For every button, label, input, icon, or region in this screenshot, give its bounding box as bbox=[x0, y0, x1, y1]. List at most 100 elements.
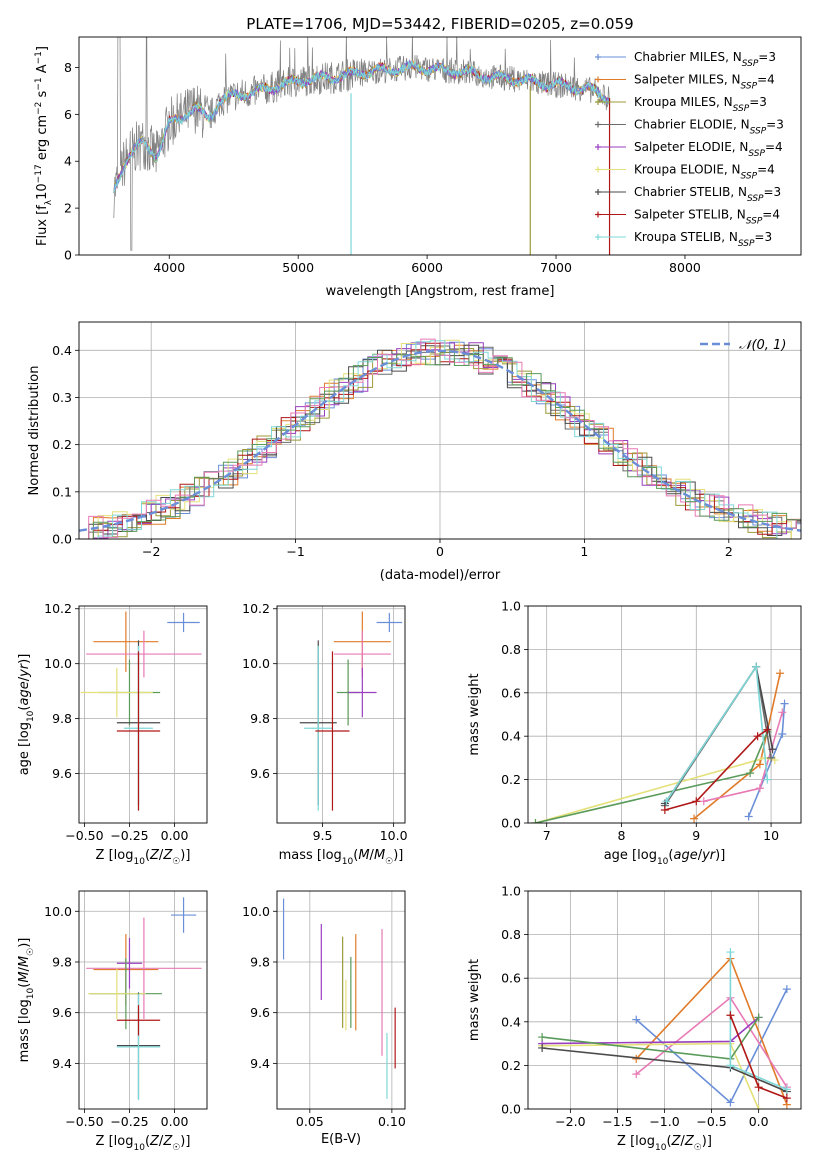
model-spectrum-line-cyan bbox=[113, 59, 611, 194]
mass-weight-line-purple bbox=[542, 1016, 760, 1045]
legend-label: Kroupa ELODIE, NSSP=4 bbox=[634, 163, 775, 182]
age-vs-metallicity-panel: −0.50 −0.25 0.00 9.6 9.8 10.0 10.2 Z [log10(Z/Z… bbox=[17, 601, 208, 867]
y-tick-label: 0.8 bbox=[501, 927, 521, 942]
data-marker bbox=[754, 1013, 763, 1022]
x-tick-label: −0.50 bbox=[65, 828, 103, 843]
data-marker bbox=[538, 1043, 547, 1052]
data-marker bbox=[753, 732, 762, 741]
data-marker bbox=[595, 54, 601, 60]
plot-area bbox=[86, 897, 202, 1101]
data-marker bbox=[778, 708, 787, 717]
data-marker bbox=[763, 775, 772, 784]
x-axis-label: age [log10(age/yr)] bbox=[604, 848, 726, 867]
plot-area bbox=[299, 611, 403, 811]
legend-label: Chabrier STELIB, NSSP=3 bbox=[634, 185, 781, 204]
data-marker bbox=[744, 812, 753, 821]
data-marker bbox=[754, 1083, 763, 1092]
data-marker bbox=[782, 985, 791, 994]
y-tick-label: 0.2 bbox=[501, 1058, 521, 1073]
data-marker bbox=[752, 662, 761, 671]
mass-weight-line-dark bbox=[664, 664, 774, 804]
mass-weight-line-red bbox=[664, 729, 768, 811]
x-tick-label: 9 bbox=[692, 828, 700, 843]
legend-label: Chabrier MILES, NSSP=3 bbox=[634, 50, 776, 69]
y-tick-label: 0.6 bbox=[501, 971, 521, 986]
x-axis-label: (data-model)/error bbox=[380, 568, 501, 583]
legend-label-normal: 𝒩(0, 1) bbox=[739, 338, 786, 353]
data-marker bbox=[595, 121, 601, 128]
mass-vs-ebv-panel: 0.05 0.10 9.4 9.6 9.8 10.0 E(B-V) bbox=[242, 890, 406, 1147]
y-tick-label: 9.6 bbox=[250, 766, 270, 781]
plot-area bbox=[282, 898, 396, 1099]
y-tick-label: 9.8 bbox=[52, 954, 72, 969]
y-axis-label: Normed distribution bbox=[27, 366, 42, 496]
x-tick-label: 0.05 bbox=[296, 1114, 324, 1129]
residual-histogram-olive bbox=[83, 348, 801, 539]
data-marker bbox=[595, 99, 601, 105]
y-tick-label: 8 bbox=[64, 60, 72, 75]
x-axis-label: mass [log10(M/M☉)] bbox=[279, 848, 404, 867]
y-axis-label: mass [log10(M/M☉)] bbox=[17, 938, 36, 1063]
axes-frame bbox=[78, 890, 208, 1110]
y-tick-label: 10.0 bbox=[242, 904, 270, 919]
y-axis-label: mass weight bbox=[467, 959, 482, 1041]
x-tick-label: −0.50 bbox=[65, 1114, 103, 1129]
plot-area bbox=[531, 662, 789, 823]
y-tick-label: 1.0 bbox=[501, 884, 521, 899]
axes-frame bbox=[78, 36, 802, 256]
y-tick-label: 9.8 bbox=[250, 954, 270, 969]
plot-area bbox=[79, 338, 801, 539]
y-tick-label: 0.6 bbox=[501, 685, 521, 700]
mass-weight-line-green bbox=[535, 731, 769, 823]
x-axis-label: wavelength [Angstrom, rest frame] bbox=[326, 284, 555, 299]
y-tick-label: 6 bbox=[64, 107, 72, 122]
y-tick-label: 0.4 bbox=[52, 343, 72, 358]
x-tick-label: 10 bbox=[763, 828, 779, 843]
x-axis-label: E(B-V) bbox=[321, 1132, 361, 1147]
x-tick-label: 7 bbox=[543, 828, 551, 843]
data-marker bbox=[595, 189, 601, 195]
data-marker bbox=[778, 730, 787, 739]
plot-area bbox=[113, 37, 611, 255]
y-tick-label: 9.4 bbox=[52, 1056, 72, 1071]
y-tick-label: 0.4 bbox=[501, 1014, 521, 1029]
residual-histogram-pink bbox=[79, 338, 801, 539]
data-marker bbox=[660, 805, 669, 814]
y-tick-label: 0.8 bbox=[501, 642, 521, 657]
plot-area bbox=[538, 948, 791, 1109]
y-tick-label: 10.0 bbox=[242, 656, 270, 671]
y-tick-label: 9.8 bbox=[52, 711, 72, 726]
age-vs-mass-panel: 9.5 10.0 9.6 9.8 10.0 10.2 mass [log10(M/M☉)] bbox=[242, 601, 407, 867]
x-axis-label: Z [log10(Z/Z☉)] bbox=[617, 1134, 712, 1153]
data-marker bbox=[690, 814, 699, 823]
y-tick-label: 9.6 bbox=[52, 1005, 72, 1020]
legend-label: Salpeter ELODIE, NSSP=4 bbox=[634, 140, 783, 159]
y-axis-label: Flux [fλ10−17 erg cm−2 s−1 A−1] bbox=[34, 46, 54, 246]
legend-label: Chabrier ELODIE, NSSP=3 bbox=[634, 118, 784, 137]
x-tick-label: −1 bbox=[286, 544, 304, 559]
y-axis-label: age [log10(age/yr)] bbox=[17, 654, 36, 776]
mass-weight-line-yellow bbox=[535, 757, 775, 823]
y-tick-label: 10.2 bbox=[242, 601, 270, 616]
figure-title: PLATE=1706, MJD=53442, FIBERID=0205, z=0… bbox=[246, 15, 633, 33]
x-axis-label: Z [log10(Z/Z☉)] bbox=[96, 848, 191, 867]
data-marker bbox=[538, 1033, 547, 1042]
axes-frame bbox=[276, 605, 406, 824]
x-tick-label: 0.00 bbox=[161, 828, 189, 843]
axes-frame bbox=[527, 605, 802, 824]
x-tick-label: 0.00 bbox=[161, 1114, 189, 1129]
y-tick-label: 10.0 bbox=[44, 656, 72, 671]
data-marker bbox=[531, 819, 540, 823]
data-marker bbox=[595, 144, 601, 150]
x-tick-label: 1 bbox=[580, 544, 588, 559]
data-marker bbox=[595, 211, 601, 218]
x-axis-label: Z [log10(Z/Z☉)] bbox=[96, 1134, 191, 1153]
y-tick-label: 10.0 bbox=[44, 904, 72, 919]
y-tick-label: 10.2 bbox=[44, 601, 72, 616]
spectrum-panel: 4000 5000 6000 7000 8000 0 2 4 6 8 wavelength [Ang… bbox=[34, 36, 802, 299]
y-tick-label: 0.2 bbox=[501, 772, 521, 787]
y-tick-label: 0.2 bbox=[52, 437, 72, 452]
x-tick-label: 0.10 bbox=[378, 1114, 406, 1129]
residual-histogram-cyan bbox=[83, 340, 801, 539]
x-tick-label: 4000 bbox=[153, 260, 185, 275]
